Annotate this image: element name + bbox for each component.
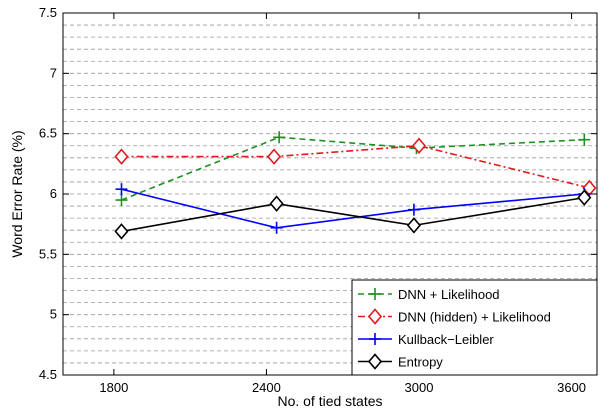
marker-plus [115,194,128,207]
y-tick-label: 5 [50,307,57,322]
legend-entry: DNN (hidden) + Likelihood [358,308,551,325]
series-layer [114,131,597,240]
legend: DNN + Likelihood DNN (hidden) + Likelihoo… [351,279,598,376]
y-tick-label: 5.5 [39,246,57,261]
legend-label: Kullback−Leibler [398,332,494,347]
series-2 [114,137,597,197]
marker-plus [270,221,283,234]
gridlines [63,24,597,364]
y-tick-label: 6 [50,186,57,201]
series-3 [115,183,591,234]
legend-label: DNN + Likelihood [398,287,500,302]
marker-plus [369,333,381,345]
marker-diamond [577,189,592,206]
series-line [121,136,585,201]
y-tick-label: 4.5 [39,367,57,382]
legend-entry: DNN + Likelihood [358,287,500,302]
y-axis-label: Word Error Rate (%) [9,130,25,257]
marker-diamond [582,179,597,197]
x-tick-label: 2400 [252,380,281,395]
legend-label: DNN (hidden) + Likelihood [398,310,551,325]
x-tick-label: 3000 [405,380,434,395]
marker-diamond [367,308,383,325]
marker-diamond [114,148,129,165]
series-4 [114,189,592,240]
marker-diamond [267,148,282,165]
marker-diamond [114,223,129,240]
marker-plus [578,133,591,146]
y-tick-label: 7.5 [39,5,57,20]
x-tick-label: 1800 [99,380,128,395]
marker-plus [273,131,286,144]
x-tick-label: 3600 [557,380,586,395]
legend-entry: Kullback−Leibler [358,332,494,347]
series-1 [115,131,591,207]
axis-ticks: 4.5 5 5.5 6 6.5 7 7.5 1800 2400 3000 3600 [39,5,597,395]
marker-diamond [411,137,427,154]
marker-plus [369,288,381,300]
marker-diamond [367,353,383,370]
series-line [121,188,585,229]
series-line [121,196,585,233]
x-axis-label: No. of tied states [277,393,382,409]
legend-box [351,279,598,376]
y-tick-label: 7 [50,65,57,80]
legend-entry: Entropy [358,353,443,370]
marker-plus [407,203,420,216]
marker-diamond [406,217,421,234]
marker-diamond [269,195,284,212]
marker-plus [115,183,128,196]
y-tick-label: 6.5 [39,126,57,141]
series-line [121,144,590,189]
legend-label: Entropy [398,355,443,370]
